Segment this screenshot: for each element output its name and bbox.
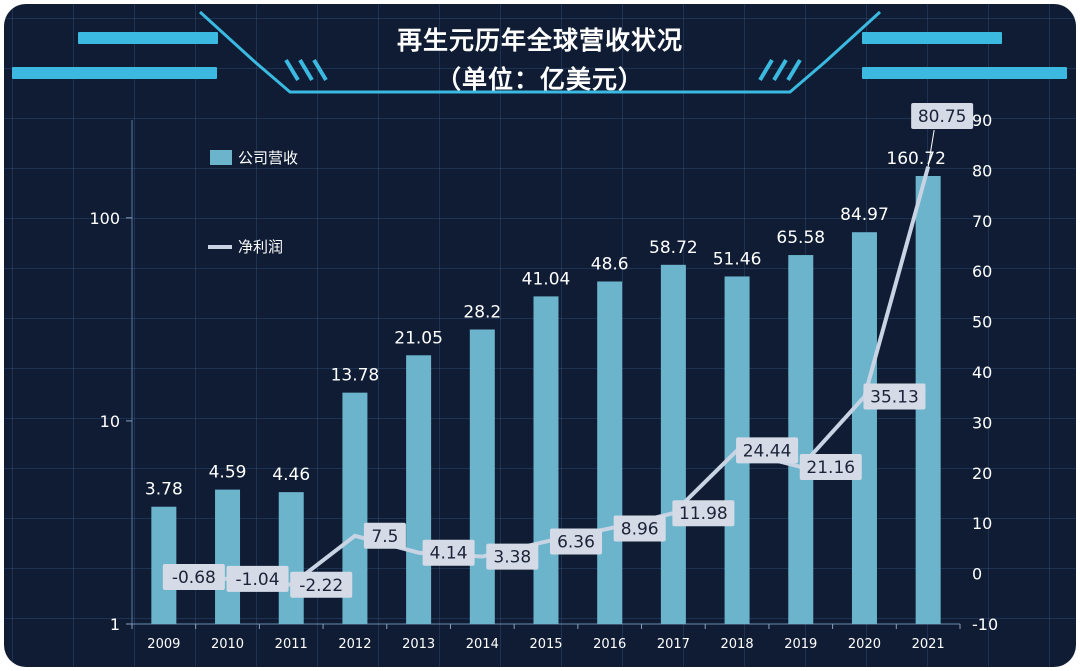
line-value-label: -0.68	[172, 568, 216, 588]
x-axis-tick-label: 2013	[402, 637, 435, 652]
header-decor-stripe	[298, 58, 314, 82]
line-value-label-box	[613, 515, 666, 542]
header-decor-stripe	[786, 58, 802, 82]
bar-value-label: 13.78	[331, 366, 380, 386]
line-value-label: 7.5	[371, 527, 398, 547]
bar-revenue	[406, 355, 432, 624]
header-decor-stripe	[772, 58, 788, 82]
x-axis-tick-label: 2018	[721, 637, 754, 652]
header-decor-bar	[862, 67, 1067, 79]
left-axis-tick-label: 1	[110, 615, 120, 634]
line-value-label: -1.04	[236, 570, 280, 590]
bar-revenue	[851, 232, 877, 624]
header-decor-bar	[12, 67, 217, 79]
line-value-label-box	[162, 564, 225, 591]
x-axis-tick-label: 2009	[147, 637, 180, 652]
line-value-label-box	[486, 543, 539, 570]
legend-swatch-revenue	[210, 150, 232, 165]
x-axis-tick-label: 2016	[593, 637, 626, 652]
chart-subtitle: （单位：亿美元）	[435, 65, 644, 94]
right-axis-tick-label: 60	[972, 262, 992, 281]
line-value-label: 3.38	[493, 548, 531, 568]
line-value-label: 6.36	[557, 533, 595, 553]
left-axis-tick-label: 100	[89, 209, 120, 228]
line-value-label-box	[226, 565, 289, 592]
left-axis-tick-label: 10	[100, 412, 120, 431]
right-axis-tick-label: -10	[972, 615, 998, 634]
header-decor-stripe	[284, 58, 300, 82]
x-axis-tick-label: 2015	[529, 637, 562, 652]
bar-value-label: 84.97	[840, 205, 889, 225]
right-axis-tick-label: 0	[972, 565, 982, 584]
x-axis-tick-label: 2019	[784, 637, 817, 652]
right-axis-tick-label: 10	[972, 514, 992, 533]
line-label-leader	[927, 129, 935, 167]
legend-label-net-profit: 净利润	[238, 238, 283, 256]
bar-revenue	[533, 296, 559, 624]
right-axis-tick-label: 20	[972, 464, 992, 483]
line-value-label: 24.44	[743, 441, 792, 461]
bar-value-label: 3.78	[145, 480, 183, 500]
right-axis-tick-label: 70	[972, 212, 992, 231]
line-value-label: 11.98	[679, 504, 728, 524]
right-axis-tick-label: 80	[972, 161, 992, 180]
bar-revenue	[597, 281, 623, 624]
bar-value-label: 4.59	[209, 463, 247, 483]
right-axis-tick-label: 30	[972, 413, 992, 432]
line-value-label: 80.75	[918, 107, 967, 127]
bar-revenue	[215, 489, 241, 624]
header-decor-stripe	[758, 58, 774, 82]
line-value-label-box	[363, 522, 406, 549]
bar-value-label: 160.72	[886, 149, 945, 169]
x-axis-tick-label: 2014	[466, 637, 499, 652]
line-value-label: -2.22	[299, 576, 343, 596]
right-axis-tick-label: 90	[972, 111, 992, 130]
line-value-label-box	[911, 103, 974, 129]
x-axis-tick-label: 2011	[275, 637, 308, 652]
line-value-label-box	[799, 453, 862, 480]
line-value-label-box	[290, 571, 353, 598]
bar-value-label: 48.6	[591, 254, 629, 274]
bar-revenue	[660, 264, 686, 624]
line-value-label-box	[550, 528, 602, 555]
line-value-label-box	[422, 539, 475, 566]
bar-revenue	[278, 492, 304, 624]
bar-value-label: 41.04	[522, 269, 571, 289]
right-axis-tick-label: 40	[972, 363, 992, 382]
chart-title: 再生元历年全球营收状况	[396, 26, 683, 55]
line-value-label: 21.16	[806, 458, 855, 478]
x-axis-tick-label: 2021	[912, 637, 945, 652]
bar-value-label: 51.46	[713, 249, 762, 269]
line-value-label-box	[863, 383, 926, 410]
right-axis-tick-label: 50	[972, 313, 992, 332]
bar-value-label: 28.2	[463, 302, 501, 322]
line-value-label: 8.96	[621, 519, 659, 539]
legend-label-revenue: 公司营收	[238, 149, 298, 167]
bar-revenue	[469, 329, 495, 624]
line-value-label: 35.13	[870, 388, 919, 408]
bar-value-label: 4.46	[272, 465, 310, 485]
line-value-label: 4.14	[430, 544, 468, 564]
bar-value-label: 58.72	[649, 238, 698, 258]
bar-value-label: 65.58	[776, 228, 825, 248]
x-axis-tick-label: 2020	[848, 637, 881, 652]
header-decor-bar	[78, 32, 218, 44]
header-decor-stripe	[312, 58, 328, 82]
x-axis-tick-label: 2017	[657, 637, 690, 652]
line-value-label-box	[736, 437, 799, 464]
header-decor-frame	[198, 10, 882, 94]
bar-value-label: 21.05	[394, 328, 443, 348]
x-axis-tick-label: 2012	[338, 637, 371, 652]
line-value-label-box	[672, 500, 735, 527]
x-axis-tick-label: 2010	[211, 637, 244, 652]
header-decor-bar	[862, 32, 1002, 44]
